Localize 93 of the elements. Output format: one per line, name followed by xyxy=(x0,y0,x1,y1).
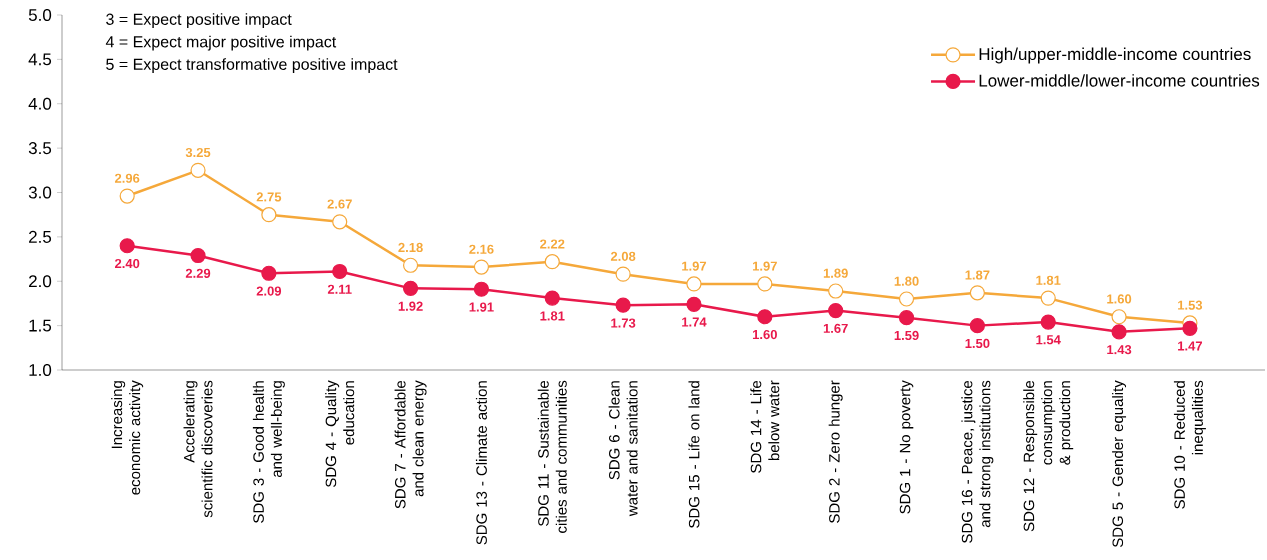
data-label: 1.97 xyxy=(682,261,707,271)
data-label: 2.22 xyxy=(540,239,565,249)
data-label: 2.18 xyxy=(398,242,423,253)
data-label: 2.96 xyxy=(114,173,140,183)
point xyxy=(1182,320,1198,336)
point xyxy=(1111,309,1127,325)
legend-label: High/upper-middle-income countries xyxy=(979,47,1251,64)
data-label: 2.09 xyxy=(256,286,282,296)
annotation: 5 = Expect transformative positive impact xyxy=(106,58,398,74)
data-label: 1.47 xyxy=(1178,341,1202,351)
point xyxy=(190,247,206,264)
data-label: 1.80 xyxy=(894,276,919,286)
annotation: 3 = Expect positive impact xyxy=(106,13,292,29)
point xyxy=(402,257,419,273)
data-label: 3.25 xyxy=(185,147,211,158)
y-tick-label: 4.5 xyxy=(28,53,52,66)
point xyxy=(615,297,631,313)
point xyxy=(1111,324,1127,340)
data-label: 1.97 xyxy=(752,261,777,271)
point xyxy=(686,276,702,292)
point xyxy=(332,263,348,280)
data-label: 1.81 xyxy=(1036,275,1061,285)
x-tick-label: SDG 14 - Life below water xyxy=(750,380,780,473)
point xyxy=(544,290,560,306)
y-tick-label: 1.5 xyxy=(29,319,52,332)
point xyxy=(969,285,985,301)
point xyxy=(1040,290,1056,306)
point xyxy=(686,296,702,312)
data-label: 1.50 xyxy=(965,338,990,349)
x-tick-label: SDG 11 - Sustainable cities and communities xyxy=(537,380,567,533)
data-label: 1.53 xyxy=(1178,300,1203,310)
y-tick-label: 2.5 xyxy=(29,230,52,243)
legend-label: Lower-middle/lower-income countries xyxy=(979,74,1260,87)
x-tick-label: SDG 13 - Climate action xyxy=(475,381,487,545)
data-label: 1.81 xyxy=(540,311,565,321)
x-tick-label: SDG 7 - Affordable and clean energy xyxy=(394,380,427,509)
data-label: 1.87 xyxy=(965,270,990,280)
data-label: 1.43 xyxy=(1107,345,1132,355)
data-label: 1.91 xyxy=(469,302,494,312)
data-label: 2.29 xyxy=(185,268,211,278)
y-tick-label: 4.0 xyxy=(28,97,52,110)
data-label: 1.59 xyxy=(894,330,919,341)
y-tick-label: 3.5 xyxy=(28,142,52,155)
data-label: 2.40 xyxy=(114,258,140,269)
y-tick-label: 5.0 xyxy=(28,8,52,22)
point xyxy=(332,214,348,230)
x-tick-label: SDG 2 - Zero hunger xyxy=(828,380,843,523)
data-label: 1.74 xyxy=(682,317,707,327)
data-label: 1.54 xyxy=(1036,335,1061,345)
point xyxy=(261,207,277,223)
point xyxy=(119,188,135,204)
data-label: 2.11 xyxy=(327,284,352,294)
point xyxy=(898,310,915,326)
point xyxy=(757,276,773,292)
data-label: 1.60 xyxy=(752,329,777,340)
x-tick-label: SDG 4 - Quality education xyxy=(325,380,355,488)
point xyxy=(828,283,844,299)
x-tick-label: SDG 15 - Life on land xyxy=(688,381,700,528)
data-label: 2.16 xyxy=(469,244,494,254)
point xyxy=(828,302,844,319)
x-tick-label: SDG 3 - Good health and well-being xyxy=(252,381,285,523)
y-tick-label: 3.0 xyxy=(28,186,52,199)
point xyxy=(402,280,419,296)
x-tick-label: SDG 12 - Responsible consumption & production xyxy=(1023,380,1074,532)
data-label: 1.67 xyxy=(823,323,848,333)
point xyxy=(190,162,206,178)
data-label: 1.60 xyxy=(1107,294,1132,304)
point xyxy=(615,266,631,282)
point xyxy=(969,318,985,334)
point xyxy=(473,259,490,275)
x-tick-label: Increasing economic activity xyxy=(111,380,144,495)
data-label: 1.89 xyxy=(823,268,848,278)
y-tick-label: 2.0 xyxy=(29,275,52,288)
data-label: 2.08 xyxy=(610,251,636,261)
data-label: 2.67 xyxy=(327,199,352,209)
point xyxy=(544,254,560,270)
y-tick-label: 1.0 xyxy=(29,363,52,377)
point xyxy=(261,265,277,281)
point xyxy=(1040,314,1056,330)
x-tick-label: SDG 5 - Gender equality xyxy=(1112,380,1127,548)
x-tick-label: SDG 16 - Peace, justice and strong institutions xyxy=(961,380,994,543)
x-tick-label: SDG 6 - Clean water and sanitation xyxy=(608,381,638,517)
point xyxy=(119,238,135,254)
data-label: 1.73 xyxy=(611,318,636,328)
x-tick-label: SDG 10 - Reduced inequalities xyxy=(1173,380,1206,509)
x-tick-label: SDG 1 - No poverty xyxy=(899,380,914,514)
point xyxy=(757,309,773,325)
x-tick-label: Accelerating scientific discoveries xyxy=(183,380,213,518)
data-label: 1.92 xyxy=(398,301,423,311)
point xyxy=(898,291,915,307)
data-label: 2.75 xyxy=(256,192,282,202)
annotation: 4 = Expect major positive impact xyxy=(105,35,337,51)
point xyxy=(473,281,490,297)
